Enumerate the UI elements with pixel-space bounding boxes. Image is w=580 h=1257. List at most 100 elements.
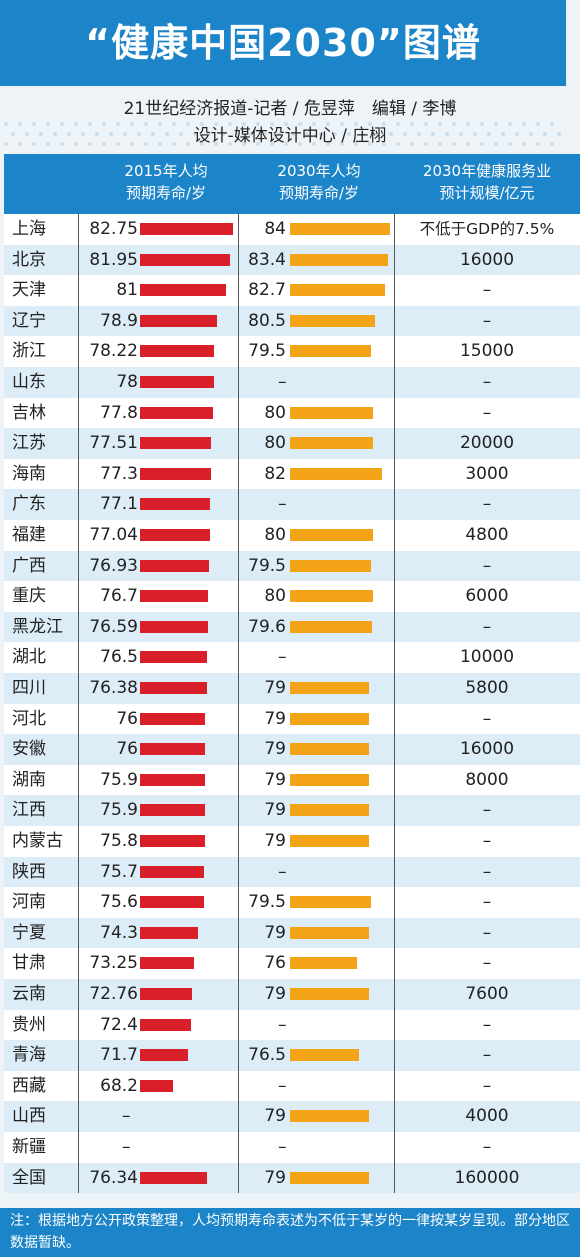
province-name: 上海 <box>12 219 46 239</box>
province-name: 山西 <box>12 1106 46 1127</box>
life-2030-value: 79 <box>264 984 286 1004</box>
life-2015-value: 78.22 <box>89 341 138 362</box>
decor-dot <box>494 142 498 146</box>
bar-2015 <box>140 376 214 388</box>
province-name: 吉林 <box>12 402 46 423</box>
bar-2030 <box>290 529 374 541</box>
scale-2030-value: 16000 <box>459 739 515 760</box>
decor-dot <box>522 142 526 146</box>
bar-2030 <box>290 926 370 939</box>
table-row: 河北 76 79 – <box>4 703 580 735</box>
life-2030-value: – <box>278 494 287 515</box>
decor-dot <box>186 142 190 146</box>
bar-2030 <box>290 590 374 603</box>
decor-dot <box>270 142 274 146</box>
life-2030-value: 83.4 <box>248 249 286 270</box>
life-2030-value: 79 <box>264 1106 286 1127</box>
life-2015-value: – <box>122 1106 131 1127</box>
scale-2030-value: 20000 <box>459 433 515 454</box>
decor-dot <box>109 132 113 136</box>
province-name: 陕西 <box>12 861 46 882</box>
decor-dot <box>123 132 127 136</box>
decor-dot <box>298 142 302 146</box>
decor-dot <box>473 132 477 136</box>
table-row: 河南 75.6 79.5 – <box>4 887 580 918</box>
decor-dot <box>102 122 106 126</box>
province-name: 宁夏 <box>12 922 46 943</box>
table-row: 内蒙古 75.8 79 – <box>4 826 580 857</box>
life-2015-value: 82.75 <box>89 219 138 239</box>
bar-2015 <box>140 437 212 450</box>
decor-dot <box>459 132 463 136</box>
decor-dot <box>438 122 442 126</box>
life-2015-value: 74.3 <box>100 922 138 943</box>
decor-dot <box>277 132 281 136</box>
decor-dot <box>95 132 99 136</box>
decor-dot <box>263 132 267 136</box>
table-row: 福建 77.04 80 4800 <box>4 520 580 551</box>
scale-2030-value: – <box>482 372 492 392</box>
decor-dot <box>312 122 316 126</box>
province-name: 天津 <box>12 280 46 301</box>
decor-dot <box>200 122 204 126</box>
scale-2030-value: – <box>482 892 492 913</box>
decor-dot <box>445 132 449 136</box>
header-2015: 2015年人均 预期寿命/岁 <box>86 160 246 204</box>
decor-dot <box>256 142 260 146</box>
life-2030-value: 76.5 <box>248 1045 286 1066</box>
page-title: “健康中国2030”图谱 <box>85 21 481 65</box>
header-2030-line1: 2030年人均 <box>277 162 361 180</box>
life-2015-value: 75.8 <box>100 831 138 851</box>
life-2030-value: 79 <box>264 769 286 790</box>
decorative-dots <box>4 122 561 146</box>
life-2030-value: 80 <box>264 402 286 423</box>
bar-2015 <box>140 865 205 878</box>
header-scale: 2030年健康服务业 预计规模/亿元 <box>398 160 576 204</box>
bar-2015 <box>140 682 207 694</box>
life-2030-value: 79 <box>264 831 286 851</box>
table-row: 浙江 78.22 79.5 15000 <box>4 336 580 367</box>
life-2030-value: 80 <box>264 586 286 607</box>
table-row: 甘肃 73.25 76 – <box>4 948 580 979</box>
decor-dot <box>88 142 92 146</box>
table-row: 青海 71.7 76.5 – <box>4 1040 580 1071</box>
decor-dot <box>382 142 386 146</box>
decor-dot <box>11 132 15 136</box>
table-row: 海南 77.3 82 3000 <box>4 458 580 490</box>
decor-dot <box>319 132 323 136</box>
bar-2015 <box>140 651 208 664</box>
decor-dot <box>81 132 85 136</box>
bar-2030 <box>290 743 370 756</box>
life-2015-value: 81.95 <box>89 249 138 270</box>
decor-dot <box>438 142 442 146</box>
bar-2015 <box>140 896 204 909</box>
bar-2015 <box>140 804 205 817</box>
decor-dot <box>39 132 43 136</box>
province-name: 西藏 <box>12 1075 46 1096</box>
bar-2030 <box>290 1049 359 1062</box>
province-name: 湖北 <box>12 647 46 668</box>
decor-dot <box>298 122 302 126</box>
bar-2015 <box>140 712 206 725</box>
bar-2030 <box>290 712 370 725</box>
bar-2030 <box>290 835 370 847</box>
header-2030-line2: 预期寿命/岁 <box>278 184 360 202</box>
decor-dot <box>536 142 540 146</box>
life-2030-value: 76 <box>264 953 286 974</box>
decor-dot <box>508 142 512 146</box>
table-row: 广西 76.93 79.5 – <box>4 550 580 582</box>
decor-dot <box>186 122 190 126</box>
bar-2015 <box>140 467 211 480</box>
header-scale-line2: 预计规模/亿元 <box>439 184 535 202</box>
decor-dot <box>207 132 211 136</box>
footnote: 注：根据地方公开政策整理，人均预期寿命表述为不低于某岁的一律按某岁呈现。部分地区… <box>0 1208 580 1257</box>
life-2030-value: 79.6 <box>248 616 286 637</box>
bar-2030 <box>290 345 372 358</box>
province-name: 新疆 <box>12 1137 46 1157</box>
life-2015-value: 76 <box>116 708 138 729</box>
life-2015-value: 76.59 <box>89 616 138 637</box>
bar-2030 <box>290 437 374 450</box>
decor-dot <box>25 132 29 136</box>
scale-2030-value: – <box>482 1075 492 1096</box>
scale-2030-value: – <box>482 494 492 515</box>
